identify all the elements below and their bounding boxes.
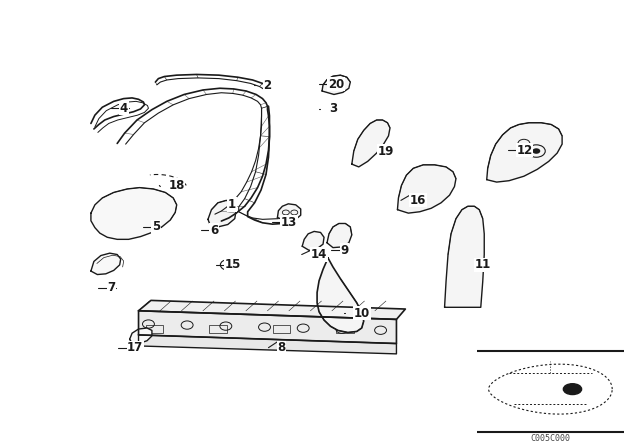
Polygon shape	[327, 224, 352, 248]
Polygon shape	[352, 120, 390, 167]
Polygon shape	[138, 335, 396, 354]
Text: 13: 13	[281, 215, 297, 228]
Polygon shape	[302, 232, 324, 250]
Text: C005C000: C005C000	[531, 435, 570, 444]
Polygon shape	[397, 165, 456, 213]
Text: 14: 14	[310, 248, 327, 261]
Text: 20: 20	[328, 78, 344, 90]
Text: 3: 3	[329, 103, 337, 116]
Text: 12: 12	[516, 144, 532, 157]
Polygon shape	[91, 253, 121, 275]
Text: 4: 4	[120, 102, 128, 115]
Bar	[209, 324, 227, 333]
Polygon shape	[322, 75, 350, 95]
Text: 2: 2	[264, 79, 271, 92]
Text: 7: 7	[108, 281, 115, 294]
Text: 19: 19	[378, 145, 394, 158]
Polygon shape	[277, 204, 301, 221]
Polygon shape	[317, 258, 364, 332]
Circle shape	[563, 384, 582, 395]
Text: 8: 8	[277, 341, 285, 354]
Polygon shape	[445, 206, 484, 307]
Text: 17: 17	[127, 341, 143, 354]
Bar	[146, 324, 163, 333]
Polygon shape	[208, 200, 236, 227]
Text: 9: 9	[340, 244, 349, 257]
Text: 15: 15	[225, 258, 241, 271]
Text: 16: 16	[410, 194, 426, 207]
Circle shape	[532, 148, 540, 154]
Bar	[273, 324, 291, 333]
Text: 5: 5	[152, 220, 160, 233]
Polygon shape	[91, 188, 177, 239]
Polygon shape	[486, 123, 562, 182]
Polygon shape	[138, 311, 396, 344]
Text: 18: 18	[168, 179, 185, 192]
Text: 10: 10	[354, 307, 370, 320]
Text: 1: 1	[228, 198, 236, 211]
Text: 6: 6	[210, 224, 218, 237]
Polygon shape	[129, 328, 152, 344]
Bar	[337, 324, 354, 333]
Polygon shape	[138, 301, 405, 319]
Text: 11: 11	[474, 258, 491, 271]
